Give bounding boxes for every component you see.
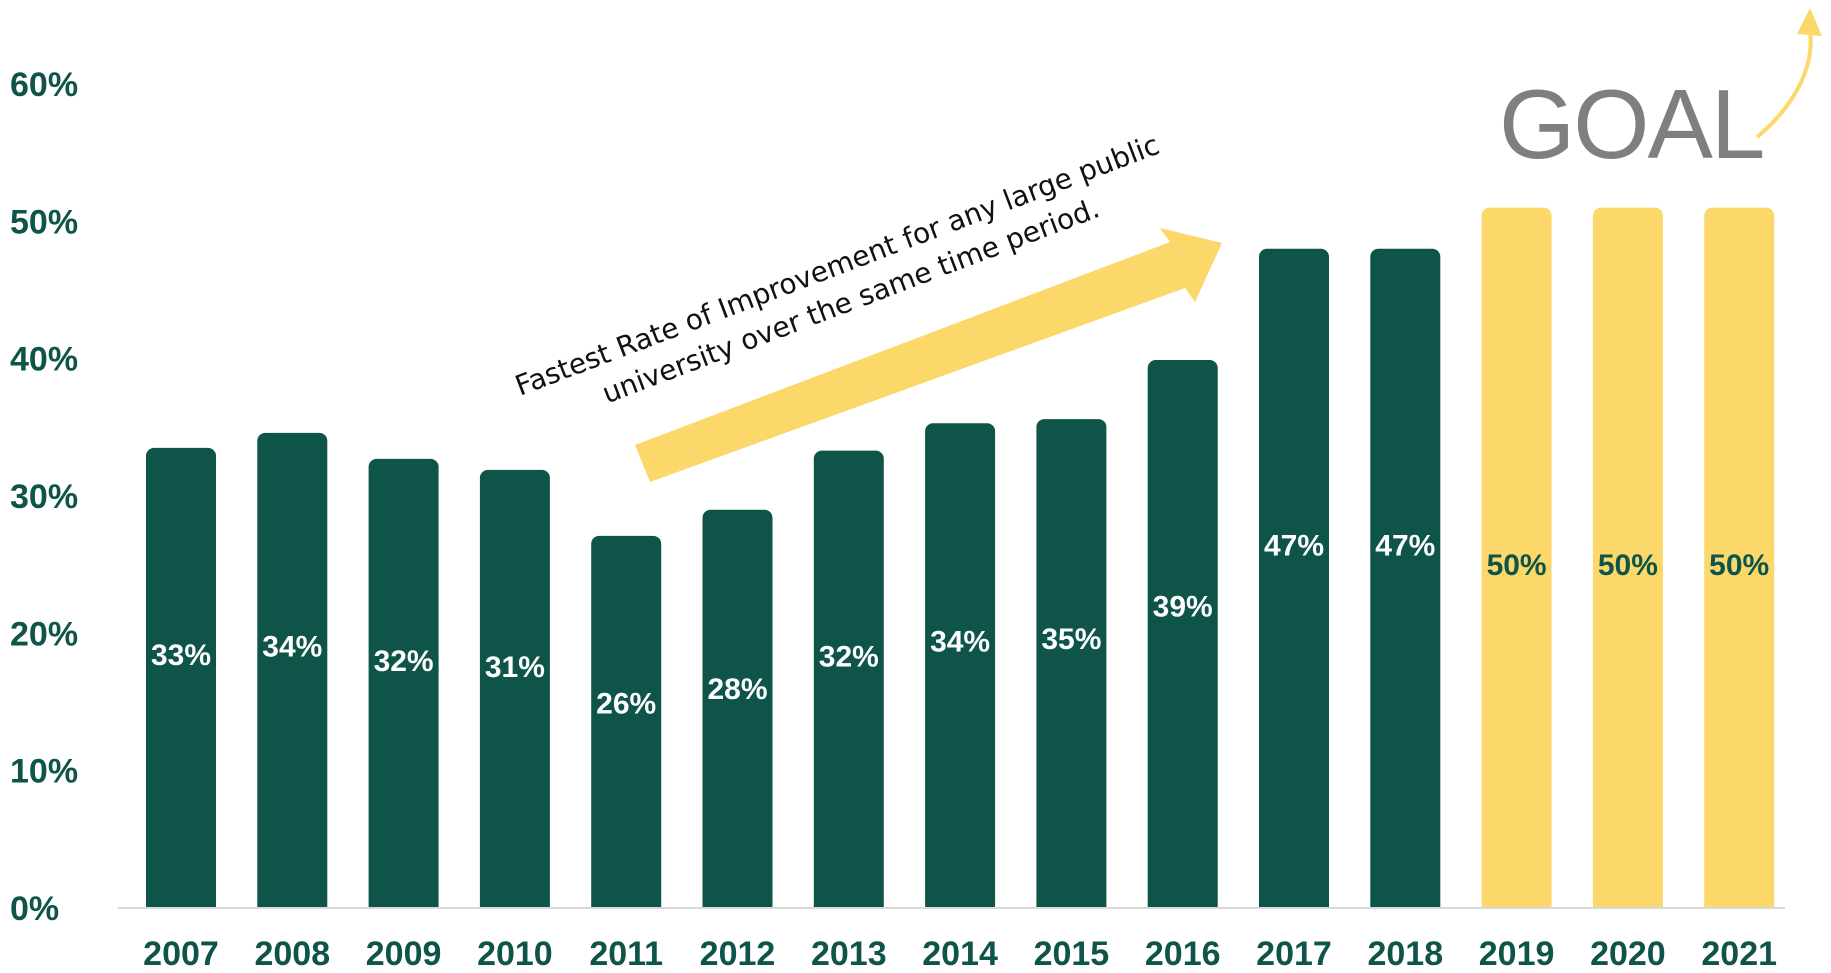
bar-2019 bbox=[1481, 207, 1552, 917]
y-tick-label: 0% bbox=[10, 890, 59, 928]
x-tick-label: 2019 bbox=[1479, 935, 1555, 973]
bar-data-label: 39% bbox=[1153, 591, 1213, 624]
bar-data-label: 47% bbox=[1375, 529, 1435, 562]
bar-2012 bbox=[702, 509, 773, 916]
y-tick-label: 40% bbox=[10, 341, 78, 379]
bar-2015 bbox=[1036, 419, 1107, 916]
bar-2008 bbox=[257, 432, 328, 916]
improvement-arrow-shape bbox=[635, 228, 1222, 482]
bar-data-label: 50% bbox=[1487, 549, 1547, 582]
y-tick-label: 30% bbox=[10, 478, 78, 516]
x-tick-label: 2018 bbox=[1367, 935, 1443, 973]
bars bbox=[120, 207, 1820, 922]
bar-data-label: 32% bbox=[819, 640, 879, 673]
improvement-arrow bbox=[635, 228, 1222, 482]
goal-arrow-head bbox=[1797, 8, 1822, 36]
x-tick-label: 2012 bbox=[700, 935, 776, 973]
x-tick-label: 2015 bbox=[1034, 935, 1110, 973]
bar-labels: 33% 34% 32% 31% 26% 28% 32% 34% 35% 39% 47% 47% 50% 5… bbox=[151, 529, 1769, 720]
bar-2013 bbox=[813, 450, 884, 916]
bar-2014 bbox=[925, 423, 996, 916]
bar-2016 bbox=[1147, 360, 1218, 916]
x-tick-label: 2021 bbox=[1701, 935, 1777, 973]
x-tick-label: 2016 bbox=[1145, 935, 1221, 973]
bar-data-label: 35% bbox=[1041, 623, 1101, 656]
x-tick-label: 2011 bbox=[589, 935, 663, 973]
x-tick-label: 2008 bbox=[254, 935, 330, 973]
annotation-line-1: Fastest Rate of Improvement for any larg… bbox=[511, 128, 1164, 402]
bar-2007 bbox=[146, 447, 216, 916]
bar-2021 bbox=[1704, 207, 1775, 917]
x-tick-label: 2009 bbox=[366, 935, 442, 973]
bar-data-label: 33% bbox=[151, 639, 211, 672]
bar-data-label: 28% bbox=[707, 673, 767, 706]
bar-data-label: 50% bbox=[1598, 549, 1658, 582]
goal-label: GOAL bbox=[1499, 69, 1763, 179]
y-axis: 0% 10% 20% 30% 40% 50% 60% bbox=[10, 66, 78, 928]
bar-data-label: 47% bbox=[1264, 529, 1324, 562]
baseline-mask bbox=[120, 908, 1820, 922]
bar-data-label: 26% bbox=[596, 687, 656, 720]
y-tick-label: 10% bbox=[10, 753, 78, 791]
bar-2017 bbox=[1259, 248, 1329, 917]
bar-data-label: 34% bbox=[930, 625, 990, 658]
bar-data-label: 34% bbox=[262, 631, 322, 664]
x-tick-label: 2007 bbox=[143, 935, 219, 973]
bar-data-label: 32% bbox=[374, 645, 434, 678]
y-tick-label: 20% bbox=[10, 615, 78, 653]
x-tick-label: 2010 bbox=[477, 935, 553, 973]
bar-2020 bbox=[1592, 207, 1663, 917]
bar-data-label: 31% bbox=[485, 651, 545, 684]
x-tick-label: 2017 bbox=[1256, 935, 1332, 973]
x-tick-label: 2014 bbox=[922, 935, 998, 973]
x-tick-label: 2013 bbox=[811, 935, 887, 973]
bar-2009 bbox=[368, 458, 439, 916]
y-tick-label: 50% bbox=[10, 203, 78, 241]
x-axis: 2007 2008 2009 2010 2011 2012 2013 2014 2015 2016… bbox=[143, 935, 1777, 973]
y-tick-label: 60% bbox=[10, 66, 78, 104]
goal-arrow bbox=[1755, 8, 1822, 139]
goal-arrow-curve bbox=[1755, 31, 1813, 139]
bar-2018 bbox=[1370, 248, 1441, 917]
x-tick-label: 2020 bbox=[1590, 935, 1666, 973]
bar-data-label: 50% bbox=[1709, 549, 1769, 582]
bar-2011 bbox=[591, 535, 662, 916]
bar-2010 bbox=[479, 469, 550, 916]
